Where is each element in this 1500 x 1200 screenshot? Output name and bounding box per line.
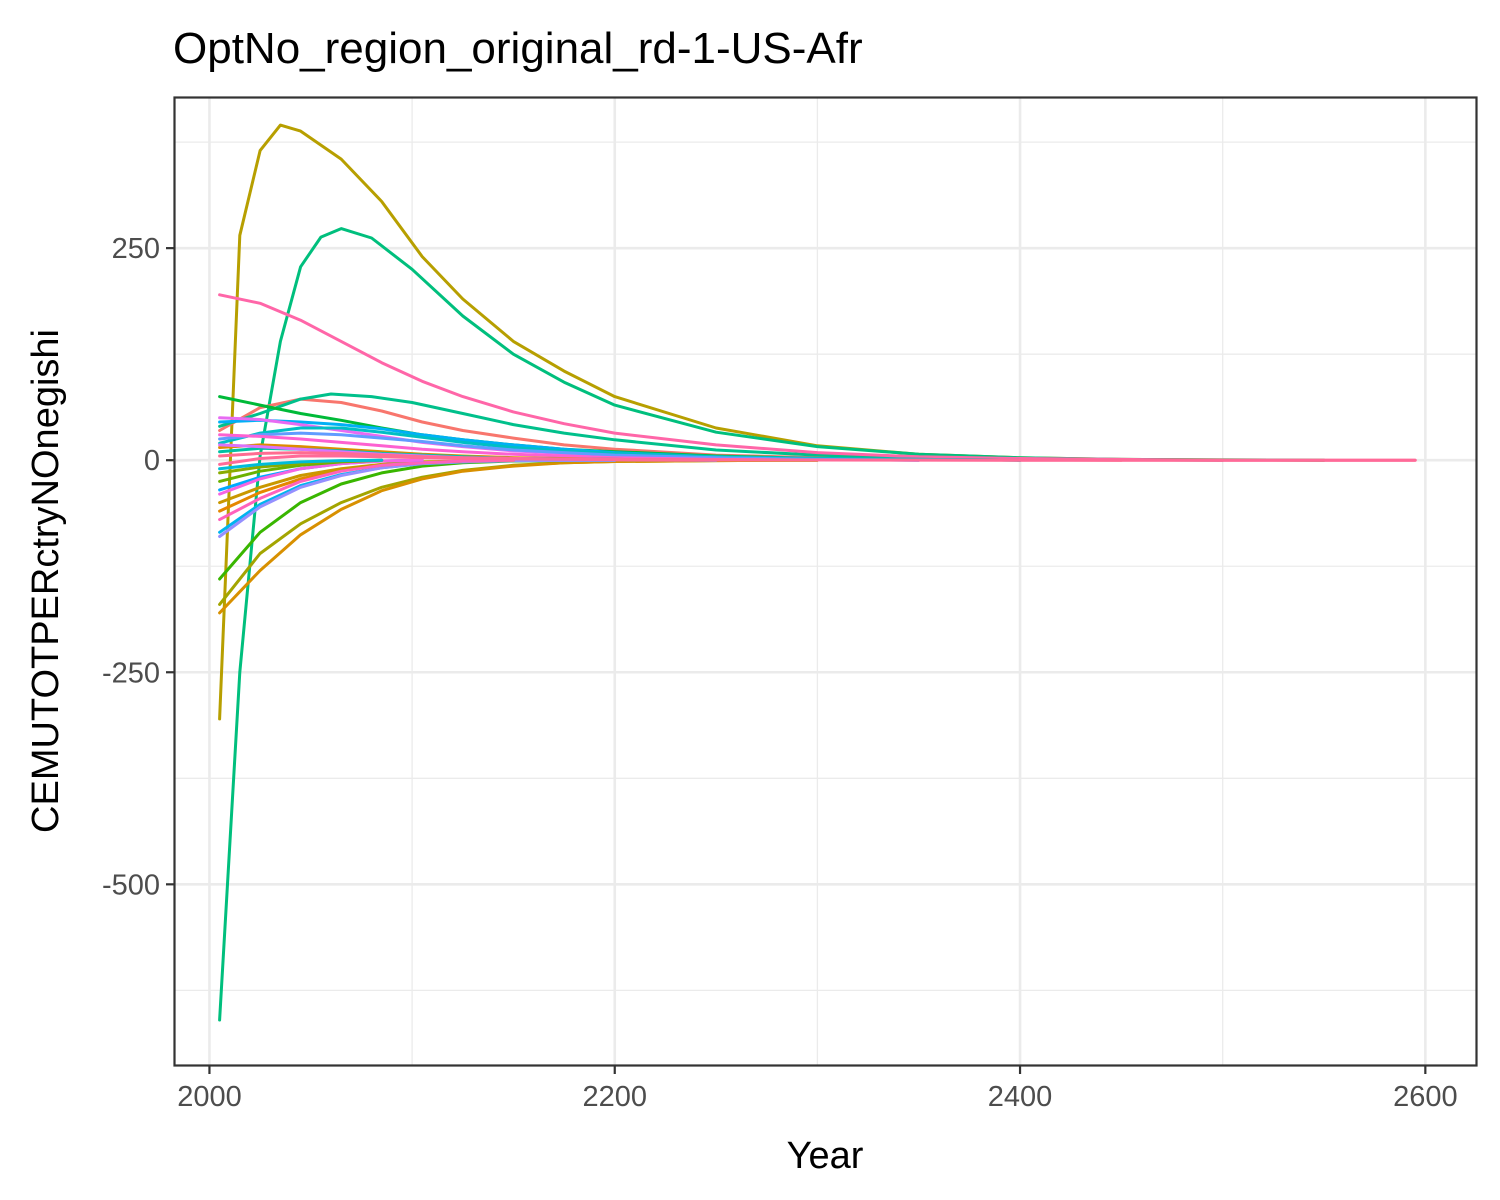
series-line-5 xyxy=(218,293,1225,462)
y-tick-label: -500 xyxy=(102,869,160,901)
y-tick-label: -250 xyxy=(102,657,160,689)
series-line-10 xyxy=(218,431,921,462)
series-line-29 xyxy=(218,454,1417,466)
x-tick-label: 2200 xyxy=(582,1081,647,1113)
x-axis-title: Year xyxy=(787,1135,864,1177)
x-tick-label: 2000 xyxy=(177,1081,242,1113)
x-tick-label: 2600 xyxy=(1393,1081,1458,1113)
y-tick-label: 0 xyxy=(144,445,160,477)
grid-minor xyxy=(175,98,1476,1065)
series-line-21 xyxy=(218,458,424,496)
series-line-27 xyxy=(218,458,384,471)
chart-title: OptNo_region_original_rd-1-US-Afr xyxy=(173,24,863,73)
series-line-19 xyxy=(218,458,515,522)
x-axis: 2000 2200 2400 2600 xyxy=(177,1065,1458,1113)
plot-panel-border xyxy=(173,96,1478,1067)
series-lines xyxy=(218,123,1417,1022)
y-axis: -500 -250 0 250 xyxy=(102,233,175,901)
y-tick-label: 250 xyxy=(112,233,160,265)
y-axis-title: CEMUTOTPERctryNOnegishi xyxy=(25,329,67,833)
x-tick-label: 2400 xyxy=(988,1081,1053,1113)
